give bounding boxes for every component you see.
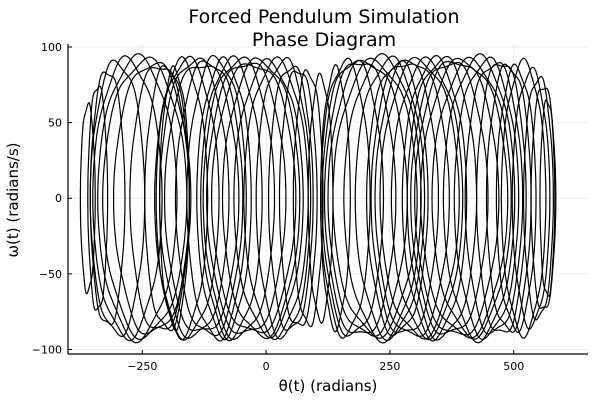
phase-trajectory-loop — [211, 63, 297, 334]
phase-trajectory-loop — [200, 55, 263, 342]
phase-trajectory-loop — [495, 63, 537, 333]
phase-trajectory-loop — [453, 56, 520, 340]
phase-trajectory-loop — [343, 52, 422, 344]
y-tick-label: 0 — [55, 192, 62, 205]
phase-trajectory-loop — [406, 55, 478, 341]
y-tick-label: −100 — [32, 343, 62, 356]
phase-trajectory-loop — [410, 61, 489, 335]
phase-trajectory-loop — [164, 65, 240, 331]
chart-title: Forced Pendulum Simulation — [188, 6, 459, 28]
y-tick-label: −50 — [39, 268, 62, 281]
chart-subtitle: Phase Diagram — [252, 29, 396, 51]
phase-trajectory-loop — [206, 62, 287, 334]
phase-trajectory-loop — [320, 57, 371, 339]
phase-trajectory-loop — [500, 57, 547, 339]
phase-trajectory-loop — [476, 63, 527, 333]
phase-trajectory-loop — [202, 56, 276, 341]
phase-trajectory-loop — [390, 56, 464, 341]
x-axis-label: θ(t) (radians) — [279, 377, 378, 395]
phase-trajectory-loop — [233, 57, 304, 339]
phase-trajectory-loop — [379, 56, 460, 340]
phase-trajectory-loop — [155, 56, 209, 341]
y-tick-label: 100 — [41, 41, 62, 54]
phase-trajectory-loop — [102, 56, 188, 340]
phase-trajectory-loop — [159, 57, 230, 339]
y-tick-label: 50 — [48, 117, 62, 130]
phase-trajectory-loop — [255, 56, 312, 340]
phase-trajectory-loop — [154, 55, 220, 341]
phase-trajectory-loop — [401, 54, 468, 342]
phase-trajectory-loop — [221, 57, 301, 340]
plot-area — [79, 52, 557, 344]
phase-trajectory-loop — [321, 59, 385, 337]
phase-trajectory-loop — [511, 66, 551, 330]
phase-trajectory-loop — [522, 75, 554, 321]
phase-trajectory-loop — [278, 70, 318, 326]
phase-trajectory-loop — [420, 57, 509, 339]
phase-trajectory-loop — [87, 85, 109, 311]
phase-trajectory-loop — [530, 87, 557, 309]
phase-trajectory-loop — [144, 65, 190, 332]
phase-trajectory-loop — [354, 55, 426, 341]
phase-trajectory-loop — [243, 56, 309, 341]
phase-trajectory-loop — [539, 99, 556, 297]
phase-trajectory-loop — [332, 57, 418, 339]
phase-trajectory-loop — [97, 53, 178, 344]
axes — [67, 44, 588, 355]
phase-trajectory-loop — [431, 56, 512, 340]
phase-trajectory-loop — [92, 55, 163, 342]
x-tick-label: 500 — [503, 360, 524, 373]
y-axis-label: ω(t) (radians/s) — [4, 142, 22, 257]
x-tick-label: 0 — [263, 360, 270, 373]
phase-trajectory-loop — [414, 60, 500, 336]
x-tick-label: 250 — [379, 360, 400, 373]
phase-trajectory-loop — [196, 56, 252, 341]
x-tick-label: −250 — [127, 360, 157, 373]
phase-trajectory-loop — [485, 63, 532, 333]
